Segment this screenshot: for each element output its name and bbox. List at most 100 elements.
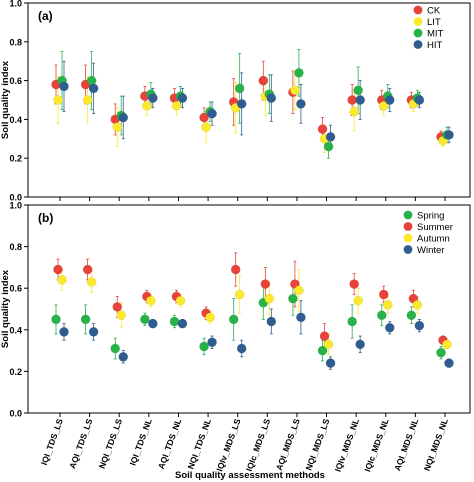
plot-frame [27,2,471,198]
data-point [230,264,241,275]
data-point [349,279,359,289]
data-point [444,130,454,140]
x-axis-label: Soil quality assessment methods [175,470,325,481]
legend-label: Autumn [417,234,450,245]
data-point [264,293,275,304]
x-tick-label: NQI_MDS_LS [303,417,331,472]
data-point [323,141,334,152]
x-tick-label: IQIc_MDS_LS [244,417,272,473]
data-point [88,327,99,337]
legend-marker [403,233,413,243]
data-point [228,314,239,325]
data-point [207,337,217,348]
y-tick-label: 1.0 [9,0,22,9]
data-point [110,343,121,354]
data-point [142,101,152,111]
data-point [266,93,277,103]
data-point [296,312,306,323]
data-point [88,83,99,94]
data-point [319,331,330,341]
data-point [376,310,387,321]
data-point [199,341,209,352]
data-point [199,112,209,123]
legend-marker [403,210,413,220]
y-tick-label: 0.6 [9,284,22,294]
data-point [378,101,389,111]
series-mit-points [57,68,452,152]
data-point [234,289,245,300]
legend-label: HIT [427,40,443,51]
data-point [140,314,150,325]
legend-label: Winter [417,245,444,256]
data-point [353,295,363,306]
data-point [323,339,334,350]
data-point [169,316,180,327]
data-point [234,83,245,94]
data-point [112,302,123,312]
y-tick-label: 0.2 [9,154,22,164]
legend-label: MIT [427,29,444,40]
y-tick-label: 0.4 [9,325,22,335]
data-point [317,124,328,134]
data-point [59,81,69,92]
data-point [384,322,395,333]
y-tick-label: 0.6 [9,76,22,86]
data-point [384,95,395,105]
panel-label: (a) [38,9,53,23]
data-point [325,132,336,142]
y-tick-label: 0.4 [9,115,22,125]
data-point [296,99,306,109]
data-point [444,358,454,368]
x-tick-label: AQI_MDS_NL [392,417,420,472]
data-point [175,295,186,306]
data-point [82,95,93,105]
data-point [347,316,357,327]
x-tick-label: AQI_TDS_NL [156,417,183,470]
panel-a: 0.0 0.2 0.4 0.6 0.8 1.0 Soil quality index (a) C… [0,0,471,203]
y-tick-label: 0.0 [9,193,22,203]
x-tick-label: IQIv_MDS_NL [333,417,361,473]
data-point [258,75,269,86]
legend-marker [403,222,413,231]
data-point [414,95,425,105]
y-tick-label: 1.0 [9,201,22,211]
data-point [349,106,359,117]
x-tick-label: IQI_TDS_NL [128,417,154,467]
y-axis-label: Soil quality index [0,269,11,348]
legend-marker [413,28,423,38]
data-point [378,289,389,300]
legend-label: CK [427,6,441,17]
data-point [207,108,217,119]
data-point [436,347,446,358]
data-point [171,101,182,111]
data-point [414,320,425,331]
data-point [86,277,97,287]
data-point [355,95,365,105]
data-point [353,85,363,96]
legend-marker [413,40,423,49]
series-hit [62,60,451,149]
data-point [325,358,336,368]
legend-marker [403,245,413,254]
data-point [112,122,123,132]
data-point [177,93,188,103]
data-point [82,264,93,275]
panel-label: (b) [38,211,53,225]
x-tick-label: NQI_TDS_LS [97,417,124,470]
data-point [53,264,63,275]
data-point [51,314,61,325]
data-point [57,275,67,285]
data-point [146,295,156,306]
series-autumn-points [57,275,452,350]
plot-frame [27,204,471,414]
legend-label: Spring [417,211,444,222]
series-lit [56,70,445,153]
data-point [118,352,129,362]
data-point [290,85,300,96]
data-point [382,300,393,310]
data-point [406,310,417,321]
data-point [260,279,271,289]
series-hit-points [59,81,454,142]
